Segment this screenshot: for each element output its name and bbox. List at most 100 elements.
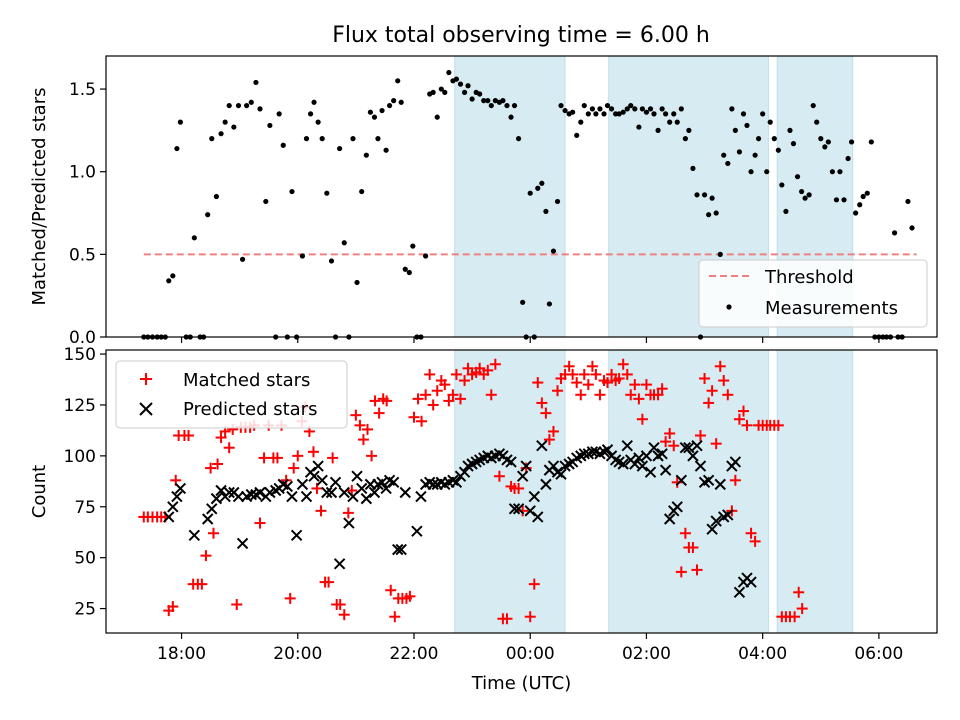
data-point (469, 96, 475, 102)
data-point (300, 490, 313, 503)
data-point (385, 584, 397, 596)
data-point (516, 470, 529, 482)
figure-title: Flux total observing time = 6.00 h (332, 23, 710, 48)
data-point (581, 102, 587, 109)
data-point (254, 517, 266, 529)
data-point (793, 586, 805, 598)
data-point (606, 368, 618, 380)
data-point (307, 111, 314, 117)
ratio-legend-box (698, 259, 928, 328)
data-point (244, 102, 250, 109)
data-point (439, 379, 451, 391)
data-point (488, 102, 494, 109)
data-point (354, 279, 360, 286)
y-tick-label: 0.5 (69, 245, 96, 265)
data-point (752, 152, 758, 158)
data-point (706, 523, 718, 535)
data-point (427, 478, 439, 491)
data-point (857, 202, 863, 208)
data-point (482, 364, 494, 376)
plot-frame (105, 349, 938, 634)
data-point (787, 127, 793, 133)
data-point (620, 109, 626, 115)
data-point (170, 273, 176, 279)
data-point (209, 136, 215, 142)
data-point (248, 99, 254, 105)
shaded-interval (776, 349, 854, 634)
data-point (379, 107, 385, 114)
data-point (446, 69, 452, 76)
data-point (613, 373, 625, 385)
data-point (284, 592, 296, 604)
data-point (748, 169, 754, 175)
data-point (602, 377, 614, 389)
data-point (420, 389, 432, 401)
data-point (671, 501, 683, 513)
data-point (254, 486, 266, 499)
data-point (764, 169, 770, 175)
data-point (163, 511, 175, 523)
series-predicted-stars (163, 439, 757, 598)
data-point (333, 558, 346, 570)
data-point (729, 106, 735, 112)
data-point (679, 527, 691, 539)
x-tick-label: 20:00 (273, 644, 322, 664)
data-point (367, 109, 374, 115)
data-point (329, 476, 342, 489)
y-tick-label: 25 (74, 600, 96, 620)
data-point (833, 197, 840, 203)
data-point (406, 269, 412, 276)
data-point (271, 452, 283, 464)
data-point (465, 83, 471, 89)
data-point (500, 98, 506, 104)
data-point (359, 188, 365, 195)
data-point (395, 543, 407, 556)
data-point (664, 427, 676, 439)
y-axis-label: Matched/Predicted stars (29, 88, 50, 306)
data-point (492, 98, 498, 104)
data-point (644, 466, 657, 478)
x-tick-label: 22:00 (389, 644, 438, 664)
data-point (608, 106, 615, 112)
data-point (829, 169, 835, 175)
data-point (532, 377, 544, 389)
data-point (853, 210, 859, 216)
data-point (567, 368, 579, 380)
x-tick-label: 06:00 (854, 644, 903, 664)
data-point (338, 486, 350, 499)
data-point (213, 193, 220, 200)
data-point (675, 566, 687, 578)
data-point (461, 89, 468, 95)
data-point (674, 119, 680, 125)
data-point (796, 603, 808, 615)
data-point (321, 486, 333, 499)
data-point (714, 478, 726, 491)
data-point (717, 251, 723, 257)
x-tick-label: 04:00 (738, 644, 787, 664)
data-point (415, 490, 427, 503)
data-point (905, 198, 911, 205)
data-point (328, 258, 335, 264)
data-point (515, 136, 522, 142)
data-point (501, 613, 513, 625)
data-point (296, 478, 309, 491)
data-point (280, 142, 286, 148)
x-tick-label: 18:00 (157, 644, 206, 664)
data-point (368, 486, 381, 499)
data-point (686, 127, 692, 133)
y-tick-label: 100 (64, 447, 96, 467)
legend-measurements-swatch (726, 304, 732, 310)
data-point (167, 501, 179, 513)
data-point (447, 389, 459, 401)
data-point (350, 409, 362, 421)
y-tick-label: 1.5 (69, 80, 96, 100)
data-point (589, 106, 595, 112)
data-point (369, 395, 381, 407)
data-point (253, 79, 259, 86)
data-point (206, 503, 218, 515)
data-point (543, 434, 555, 446)
data-point (511, 102, 518, 109)
legend-threshold-label: Threshold (764, 267, 854, 288)
data-point (636, 413, 648, 425)
